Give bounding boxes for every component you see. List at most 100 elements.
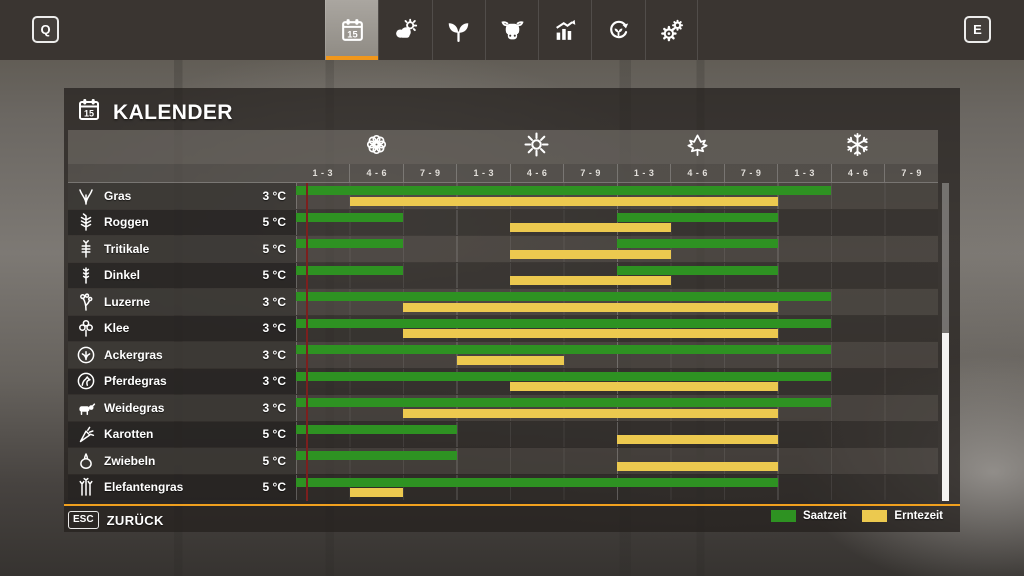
sow-bar xyxy=(617,239,778,248)
sow-bar xyxy=(296,239,403,248)
crop-name: Gras xyxy=(104,188,132,203)
crop-min-temp: 5 °C xyxy=(262,268,286,283)
crop-label: Tritikale 5 °C xyxy=(68,236,296,262)
sow-bar xyxy=(296,292,831,301)
tab-calendar[interactable]: 15 xyxy=(325,0,379,60)
weather-icon xyxy=(392,17,419,44)
tab-animals[interactable] xyxy=(484,0,538,60)
period-label: 1 - 3 xyxy=(616,164,670,182)
crop-timeline xyxy=(296,448,938,474)
clover-icon xyxy=(75,317,97,339)
grass-icon xyxy=(75,185,97,207)
crop-row-gras: Gras 3 °C xyxy=(68,183,938,209)
crop-label: Ackergras 3 °C xyxy=(68,342,296,368)
calendar-icon: 15 xyxy=(76,97,102,128)
top-menu-bar: Q 15 E xyxy=(0,0,1024,60)
crop-name: Elefantengras xyxy=(104,480,184,495)
current-day-marker xyxy=(306,183,308,501)
tab-weather[interactable] xyxy=(378,0,431,60)
crop-row-luzerne: Luzerne 3 °C xyxy=(68,289,938,315)
field-grass-icon xyxy=(75,344,97,366)
crop-name: Karotten xyxy=(104,427,154,442)
sow-bar xyxy=(296,345,831,354)
period-label: 4 - 6 xyxy=(830,164,884,182)
carrot-icon xyxy=(75,423,97,445)
crop-row-zwiebeln: Zwiebeln 5 °C xyxy=(68,448,938,474)
key-hint-q[interactable]: Q xyxy=(32,16,59,43)
harvest-bar xyxy=(617,435,778,444)
winter-icon xyxy=(844,131,871,163)
crop-min-temp: 5 °C xyxy=(262,453,286,468)
crop-name: Luzerne xyxy=(104,294,151,309)
crop-label: Luzerne 3 °C xyxy=(68,289,296,315)
crop-min-temp: 3 °C xyxy=(262,188,286,203)
crop-timeline xyxy=(296,315,938,341)
crop-timeline xyxy=(296,342,938,368)
crop-min-temp: 5 °C xyxy=(262,480,286,495)
harvest-swatch xyxy=(862,509,888,522)
crop-min-temp: 3 °C xyxy=(262,400,286,415)
scrollbar-thumb[interactable] xyxy=(942,333,949,501)
sow-legend-label: Saatzeit xyxy=(802,509,847,522)
sow-bar xyxy=(296,265,403,275)
elephant-grass-icon xyxy=(75,476,97,498)
esc-key-icon: ESC xyxy=(68,511,99,529)
crop-label: Elefantengras 5 °C xyxy=(68,474,296,500)
harvest-bar xyxy=(403,302,778,312)
spelt-icon xyxy=(75,264,97,286)
sow-bar xyxy=(617,265,778,275)
svg-text:15: 15 xyxy=(347,29,357,39)
period-label: 4 - 6 xyxy=(509,164,563,182)
sow-bar xyxy=(617,212,778,222)
crop-name: Klee xyxy=(104,321,130,336)
crop-name: Weidegras xyxy=(104,400,165,415)
tab-production[interactable] xyxy=(591,0,644,60)
crop-label: Gras 3 °C xyxy=(68,183,296,209)
back-label: ZURÜCK xyxy=(106,512,164,528)
harvest-bar xyxy=(510,249,671,259)
crop-min-temp: 3 °C xyxy=(262,294,286,309)
crop-row-karotten: Karotten 5 °C xyxy=(68,421,938,447)
scrollbar-track[interactable] xyxy=(942,183,949,501)
season-spring xyxy=(296,130,457,164)
crop-name: Ackergras xyxy=(104,347,163,362)
horse-grass-icon xyxy=(75,370,97,392)
spring-icon xyxy=(363,131,390,163)
calendar-icon: 15 xyxy=(339,17,366,44)
harvest-bar xyxy=(456,355,564,365)
crop-name: Pferdegras xyxy=(104,374,167,389)
crop-timeline xyxy=(296,421,938,447)
key-hint-e[interactable]: E xyxy=(964,16,991,43)
harvest-bar xyxy=(349,196,778,206)
period-label: 7 - 9 xyxy=(563,164,616,182)
season-icons xyxy=(296,130,938,164)
crop-row-dinkel: Dinkel 5 °C xyxy=(68,262,938,288)
tab-settings[interactable] xyxy=(644,0,699,60)
sow-bar xyxy=(296,477,778,487)
crop-name: Tritikale xyxy=(104,241,150,256)
footer-divider xyxy=(64,504,960,506)
back-button[interactable]: ESC ZURÜCK xyxy=(68,511,164,529)
crop-timeline xyxy=(296,236,938,262)
crop-calendar-rows: Gras 3 °C Roggen 5 °C Tritikale 5 °C Dinkel 5 °… xyxy=(68,183,938,501)
crop-label: Dinkel 5 °C xyxy=(68,262,296,288)
triticale-icon xyxy=(75,238,97,260)
crop-row-roggen: Roggen 5 °C xyxy=(68,209,938,235)
period-label: 1 - 3 xyxy=(777,164,830,182)
sprout-icon xyxy=(445,17,472,44)
sow-bar xyxy=(296,451,457,460)
sow-bar xyxy=(296,398,831,407)
tab-crops[interactable] xyxy=(431,0,485,60)
sow-bar xyxy=(296,212,403,222)
onion-icon xyxy=(75,450,97,472)
season-winter xyxy=(778,130,939,164)
topbar-tabs: 15 xyxy=(325,0,699,60)
crop-name: Roggen xyxy=(104,215,149,230)
page-title: KALENDER xyxy=(113,100,233,124)
tab-statistics[interactable] xyxy=(538,0,591,60)
crop-label: Weidegras 3 °C xyxy=(68,395,296,421)
